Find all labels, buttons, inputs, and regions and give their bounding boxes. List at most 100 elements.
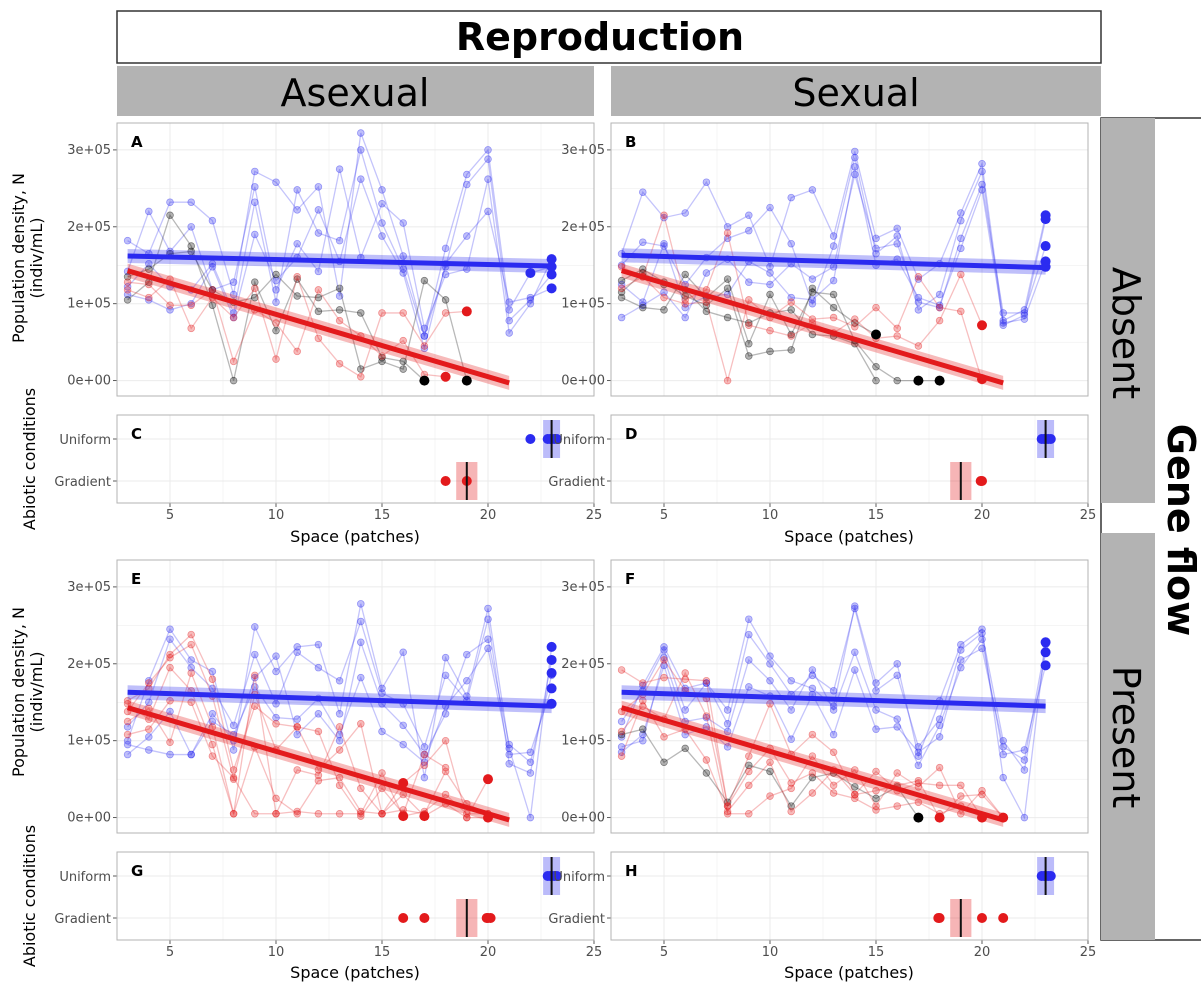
x-tick-label: 10 <box>268 945 285 960</box>
uniform-point <box>526 769 535 777</box>
gradient-point <box>357 720 365 728</box>
extinct-line <box>621 728 919 818</box>
uniform-point <box>399 721 407 730</box>
gradient-point <box>723 802 732 810</box>
gradient-point <box>335 746 344 754</box>
panel-label: B <box>625 133 636 151</box>
y-tick-label: 2e+05 <box>561 657 605 672</box>
y-label-density-top-2: (indiv/mL) <box>27 217 46 298</box>
uniform-point <box>145 259 153 268</box>
uniform-point <box>463 232 471 240</box>
uniform-point <box>420 750 429 759</box>
uniform-point <box>272 700 280 708</box>
gradient-point <box>314 766 323 774</box>
uniform-point <box>639 298 647 306</box>
uniform-point <box>314 710 323 718</box>
uniform-point <box>872 706 880 714</box>
gradient-point <box>745 752 753 760</box>
extinct-point <box>335 306 344 314</box>
uniform-point <box>617 280 626 289</box>
uniform-point <box>893 660 901 668</box>
uniform-point <box>314 640 323 649</box>
uniform-point <box>745 226 753 235</box>
abiotic-point-gradient <box>998 913 1009 923</box>
y-tick-label: 0e+00 <box>67 811 111 826</box>
gradient-point <box>617 284 626 293</box>
uniform-point <box>463 180 471 189</box>
uniform-point <box>914 761 923 770</box>
x-tick-label: 20 <box>480 945 497 960</box>
gradient-point <box>914 798 923 806</box>
end-point-uniform <box>546 269 557 280</box>
uniform-point <box>335 676 344 685</box>
abiotic-point-uniform <box>1036 871 1047 881</box>
panel-label: F <box>625 570 635 588</box>
gradient-point <box>617 666 626 674</box>
panel-b: 0e+00 1e+05 2e+05 3e+05 B <box>561 122 1089 397</box>
end-point-uniform <box>546 641 557 652</box>
y-tick-label: 1e+05 <box>67 734 111 749</box>
abiotic-point-gradient <box>977 913 987 923</box>
gradient-point <box>617 752 626 760</box>
gradient-point <box>745 781 753 790</box>
gradient-point <box>335 316 344 325</box>
gradient-point <box>229 775 238 783</box>
trend-line-uniform <box>621 689 1046 709</box>
uniform-point <box>526 748 535 757</box>
extinct-point <box>378 357 386 366</box>
uniform-point <box>229 721 238 730</box>
abiotic-point-uniform <box>525 434 536 444</box>
gradient-line <box>621 275 983 384</box>
y-tick-label: 0e+00 <box>561 811 605 826</box>
extinct-point <box>617 293 626 302</box>
gradient-point <box>335 359 344 368</box>
uniform-point <box>914 748 923 757</box>
gradient-point <box>463 813 471 822</box>
extinct-line <box>621 273 940 382</box>
uniform-point <box>893 232 901 240</box>
uniform-point <box>251 198 259 206</box>
end-point-uniform <box>546 698 557 709</box>
abiotic-point-uniform <box>1045 434 1056 444</box>
gradient-point <box>378 309 386 317</box>
trend-line-gradient <box>126 705 510 823</box>
uniform-point <box>617 717 626 726</box>
uniform-point <box>463 650 471 659</box>
end-point-extinct <box>913 812 924 823</box>
gradient-point <box>272 794 280 803</box>
uniform-point <box>166 198 174 206</box>
gradient-point <box>187 301 195 310</box>
gradient-point <box>808 315 817 323</box>
gradient-point <box>893 324 901 333</box>
gradient-point <box>293 766 301 774</box>
x-tick-label: 20 <box>974 508 991 523</box>
uniform-point <box>166 625 174 633</box>
y-tick-label: 1e+05 <box>561 734 605 749</box>
uniform-point <box>999 321 1007 330</box>
uniform-point <box>335 730 344 739</box>
extinct-point <box>166 211 174 220</box>
extinct-point <box>660 306 668 314</box>
gradient-point <box>851 766 859 774</box>
uniform-point <box>851 648 859 657</box>
uniform-point <box>420 324 429 333</box>
gradient-point <box>378 810 386 818</box>
uniform-line <box>620 605 1047 820</box>
extinct-point <box>639 265 647 273</box>
gradient-point <box>935 763 944 772</box>
uniform-point <box>1020 746 1029 754</box>
category-label: Uniform <box>59 433 111 448</box>
panel-border <box>610 414 1089 504</box>
gradient-point <box>808 769 817 777</box>
gradient-point <box>314 727 323 736</box>
panels: 0e+00 1e+05 2e+05 3e+05 A 0e+00 1e+05 2e+05 3e+0… <box>54 122 1096 960</box>
uniform-point <box>314 183 323 191</box>
uniform-point <box>999 309 1007 317</box>
uniform-point <box>166 635 174 643</box>
extinct-point <box>851 783 859 791</box>
extinct-point <box>314 293 323 302</box>
uniform-point <box>851 604 859 613</box>
uniform-point <box>314 663 323 672</box>
y-label-abiotic-bottom: Abiotic conditions <box>20 825 39 967</box>
uniform-point <box>978 629 986 637</box>
